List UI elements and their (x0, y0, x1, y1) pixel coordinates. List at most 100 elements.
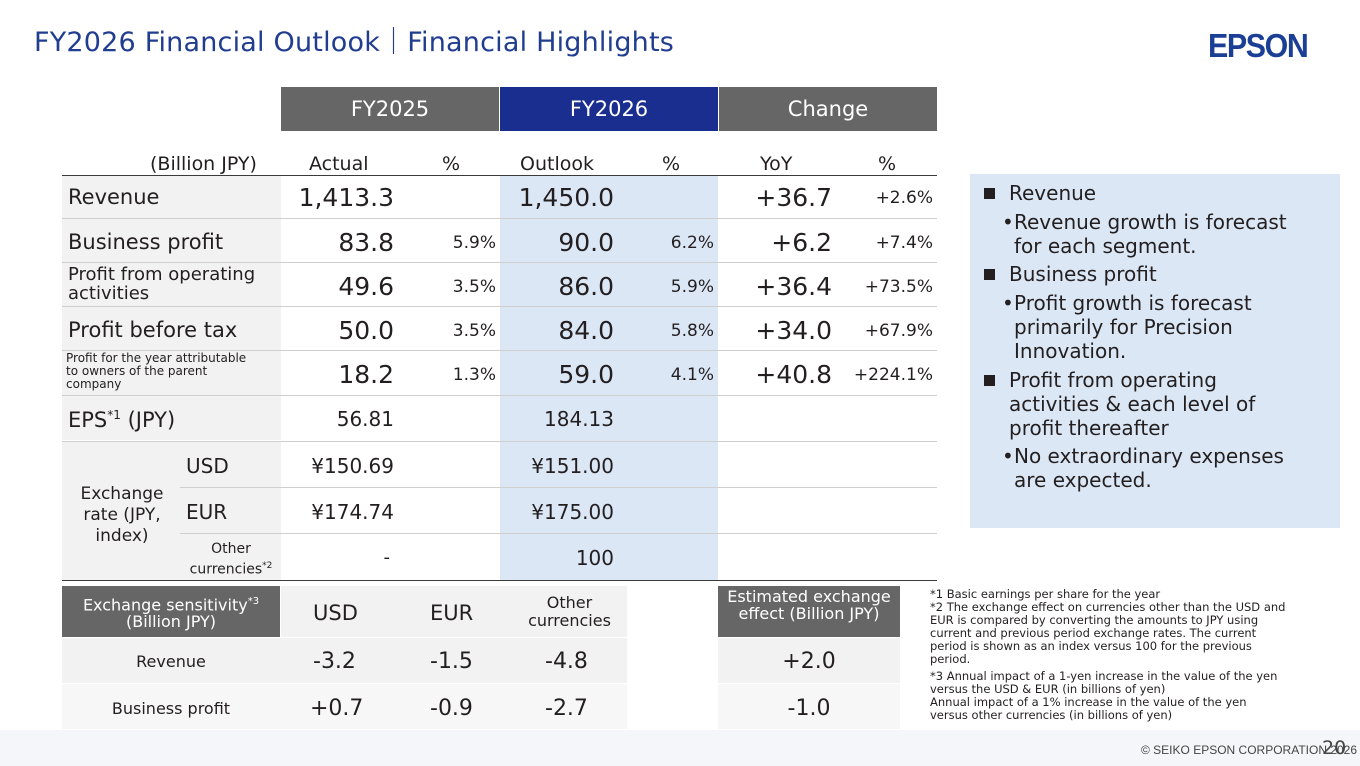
exchange-label-background (62, 441, 180, 580)
footnote-1: *1 Basic earnings per share for the year (930, 587, 1161, 601)
note-business-profit-line2: primarily for Precision (1014, 315, 1233, 339)
note-business-profit-line1: Profit growth is forecast (1014, 291, 1252, 315)
sensitivity-footnote-ref: *3 (247, 595, 260, 607)
footer-band (0, 730, 1360, 766)
bullet-square-icon (984, 269, 995, 280)
sensitivity-business-profit-usd: +0.7 (310, 696, 364, 721)
highlights-notes-box (970, 174, 1340, 528)
business-profit-actual-pct: 5.9% (452, 233, 496, 253)
eps-outlook: 184.13 (544, 407, 614, 431)
row-divider (62, 218, 937, 219)
revenue-outlook: 1,450.0 (518, 183, 614, 212)
profit-attributable-yoy: +40.8 (755, 360, 832, 389)
note-heading-business-profit: Business profit (1009, 262, 1157, 286)
sensitivity-row-label-revenue: Revenue (136, 652, 206, 671)
exchange-eur-actual: ¥174.74 (311, 500, 394, 524)
header-rule (62, 175, 937, 176)
outlook-column-highlight (500, 176, 718, 580)
row-label-profit-attributable: Profit for the year attributable to owne… (66, 351, 247, 391)
header-fy2025: FY2025 (281, 87, 499, 131)
sensitivity-row-background (62, 638, 627, 683)
sensitivity-effect-background (718, 684, 900, 729)
eps-label-unit: (JPY) (120, 408, 176, 432)
sensitivity-col-eur: EUR (430, 601, 474, 625)
note-bullet-dot-icon: • (1002, 291, 1014, 315)
footnote-2-line2: EUR is compared by converting the amount… (930, 613, 1259, 627)
label-column-background (62, 176, 281, 440)
exchange-other-outlook: 100 (575, 546, 614, 570)
note-heading-operating-line2: activities & each level of (1009, 392, 1256, 416)
operating-profit-actual-pct: 3.5% (452, 277, 496, 297)
note-operating-line2: are expected. (1014, 468, 1152, 492)
footnote-3-line3: Annual impact of a 1% increase in the va… (930, 695, 1247, 709)
footnote-2-line4: period is shown as an index versus 100 f… (930, 639, 1252, 653)
operating-profit-outlook-pct: 5.9% (670, 277, 714, 297)
profit-before-tax-yoy-pct: +67.9% (864, 321, 933, 341)
eps-actual: 56.81 (336, 407, 394, 431)
table-bottom-rule (62, 580, 937, 581)
note-operating-line1: No extraordinary expenses (1014, 444, 1284, 468)
unit-label: (Billion JPY) (150, 153, 257, 175)
currency-label-background (180, 441, 281, 580)
row-label-revenue: Revenue (68, 185, 160, 209)
row-label-profit-before-tax: Profit before tax (68, 318, 238, 342)
sensitivity-business-profit-other: -2.7 (545, 696, 588, 721)
revenue-actual: 1,413.3 (298, 183, 394, 212)
note-business-profit-line3: Innovation. (1014, 339, 1127, 363)
eps-label-main: EPS (68, 408, 108, 432)
sensitivity-col-other: Other currencies (528, 593, 611, 630)
col-yoy-pct: % (878, 153, 897, 175)
row-label-eps: EPS*1 (JPY) (68, 408, 175, 432)
sensitivity-revenue-usd: -3.2 (313, 649, 356, 674)
note-heading-operating-line1: Profit from operating (1009, 368, 1217, 392)
exchange-eur-label: EUR (186, 500, 228, 524)
note-revenue-line1: Revenue growth is forecast (1014, 210, 1287, 234)
row-divider (62, 395, 937, 396)
row-divider (62, 350, 937, 351)
sensitivity-row-background (62, 684, 627, 729)
exchange-usd-outlook: ¥151.00 (531, 454, 614, 478)
sensitivity-business-profit-eur: -0.9 (430, 696, 473, 721)
sensitivity-col-usd: USD (313, 601, 358, 625)
exchange-other-actual: - (383, 547, 391, 568)
note-revenue-line2: for each segment. (1014, 234, 1197, 258)
sensitivity-col-effect: Estimated exchange effect (Billion JPY) (718, 586, 900, 637)
row-divider (180, 487, 937, 488)
exchange-usd-label: USD (186, 454, 229, 478)
sensitivity-header: Exchange sensitivity*3 (Billion JPY) (62, 586, 280, 637)
revenue-yoy-pct: +2.6% (875, 188, 933, 208)
row-label-business-profit: Business profit (68, 230, 224, 254)
footnote-2-line1: *2 The exchange effect on currencies oth… (930, 600, 1286, 614)
sensitivity-header-label: Exchange sensitivity (82, 595, 248, 615)
page-title: FY2026 Financial Outlook｜Financial Highl… (34, 27, 675, 58)
sensitivity-effect-background (718, 638, 900, 683)
exchange-other-label: Other currencies*2 (184, 541, 278, 579)
profit-before-tax-yoy: +34.0 (755, 316, 832, 345)
business-profit-yoy-pct: +7.4% (875, 233, 933, 253)
profit-attributable-outlook: 59.0 (558, 360, 614, 389)
footnote-2-line5: period. (930, 652, 971, 666)
business-profit-actual: 83.8 (338, 228, 394, 257)
profit-attributable-yoy-pct: +224.1% (853, 365, 933, 385)
page-number: 20 (1322, 737, 1347, 759)
business-profit-yoy: +6.2 (771, 228, 832, 257)
col-actual: Actual (309, 153, 369, 175)
business-profit-outlook-pct: 6.2% (670, 233, 714, 253)
footnote-3-line4: versus other currencies (in billions of … (930, 708, 1173, 722)
sensitivity-colhdr-background (281, 586, 627, 637)
exchange-other-label-text: Other currencies (189, 541, 263, 578)
exchange-rate-label: Exchange rate (JPY, index) (80, 484, 164, 546)
exchange-other-footnote-ref: *2 (262, 561, 273, 571)
bullet-square-icon (984, 188, 995, 199)
profit-before-tax-actual-pct: 3.5% (452, 321, 496, 341)
note-bullet-dot-icon: • (1002, 444, 1014, 468)
profit-before-tax-outlook-pct: 5.8% (670, 321, 714, 341)
operating-profit-outlook: 86.0 (558, 272, 614, 301)
note-heading-revenue: Revenue (1009, 181, 1097, 205)
revenue-yoy: +36.7 (755, 183, 832, 212)
bullet-square-icon (984, 375, 995, 386)
profit-attributable-outlook-pct: 4.1% (670, 365, 714, 385)
sensitivity-revenue-other: -4.8 (545, 649, 588, 674)
row-label-operating-profit: Profit from operating activities (68, 264, 256, 304)
header-change: Change (719, 87, 937, 131)
